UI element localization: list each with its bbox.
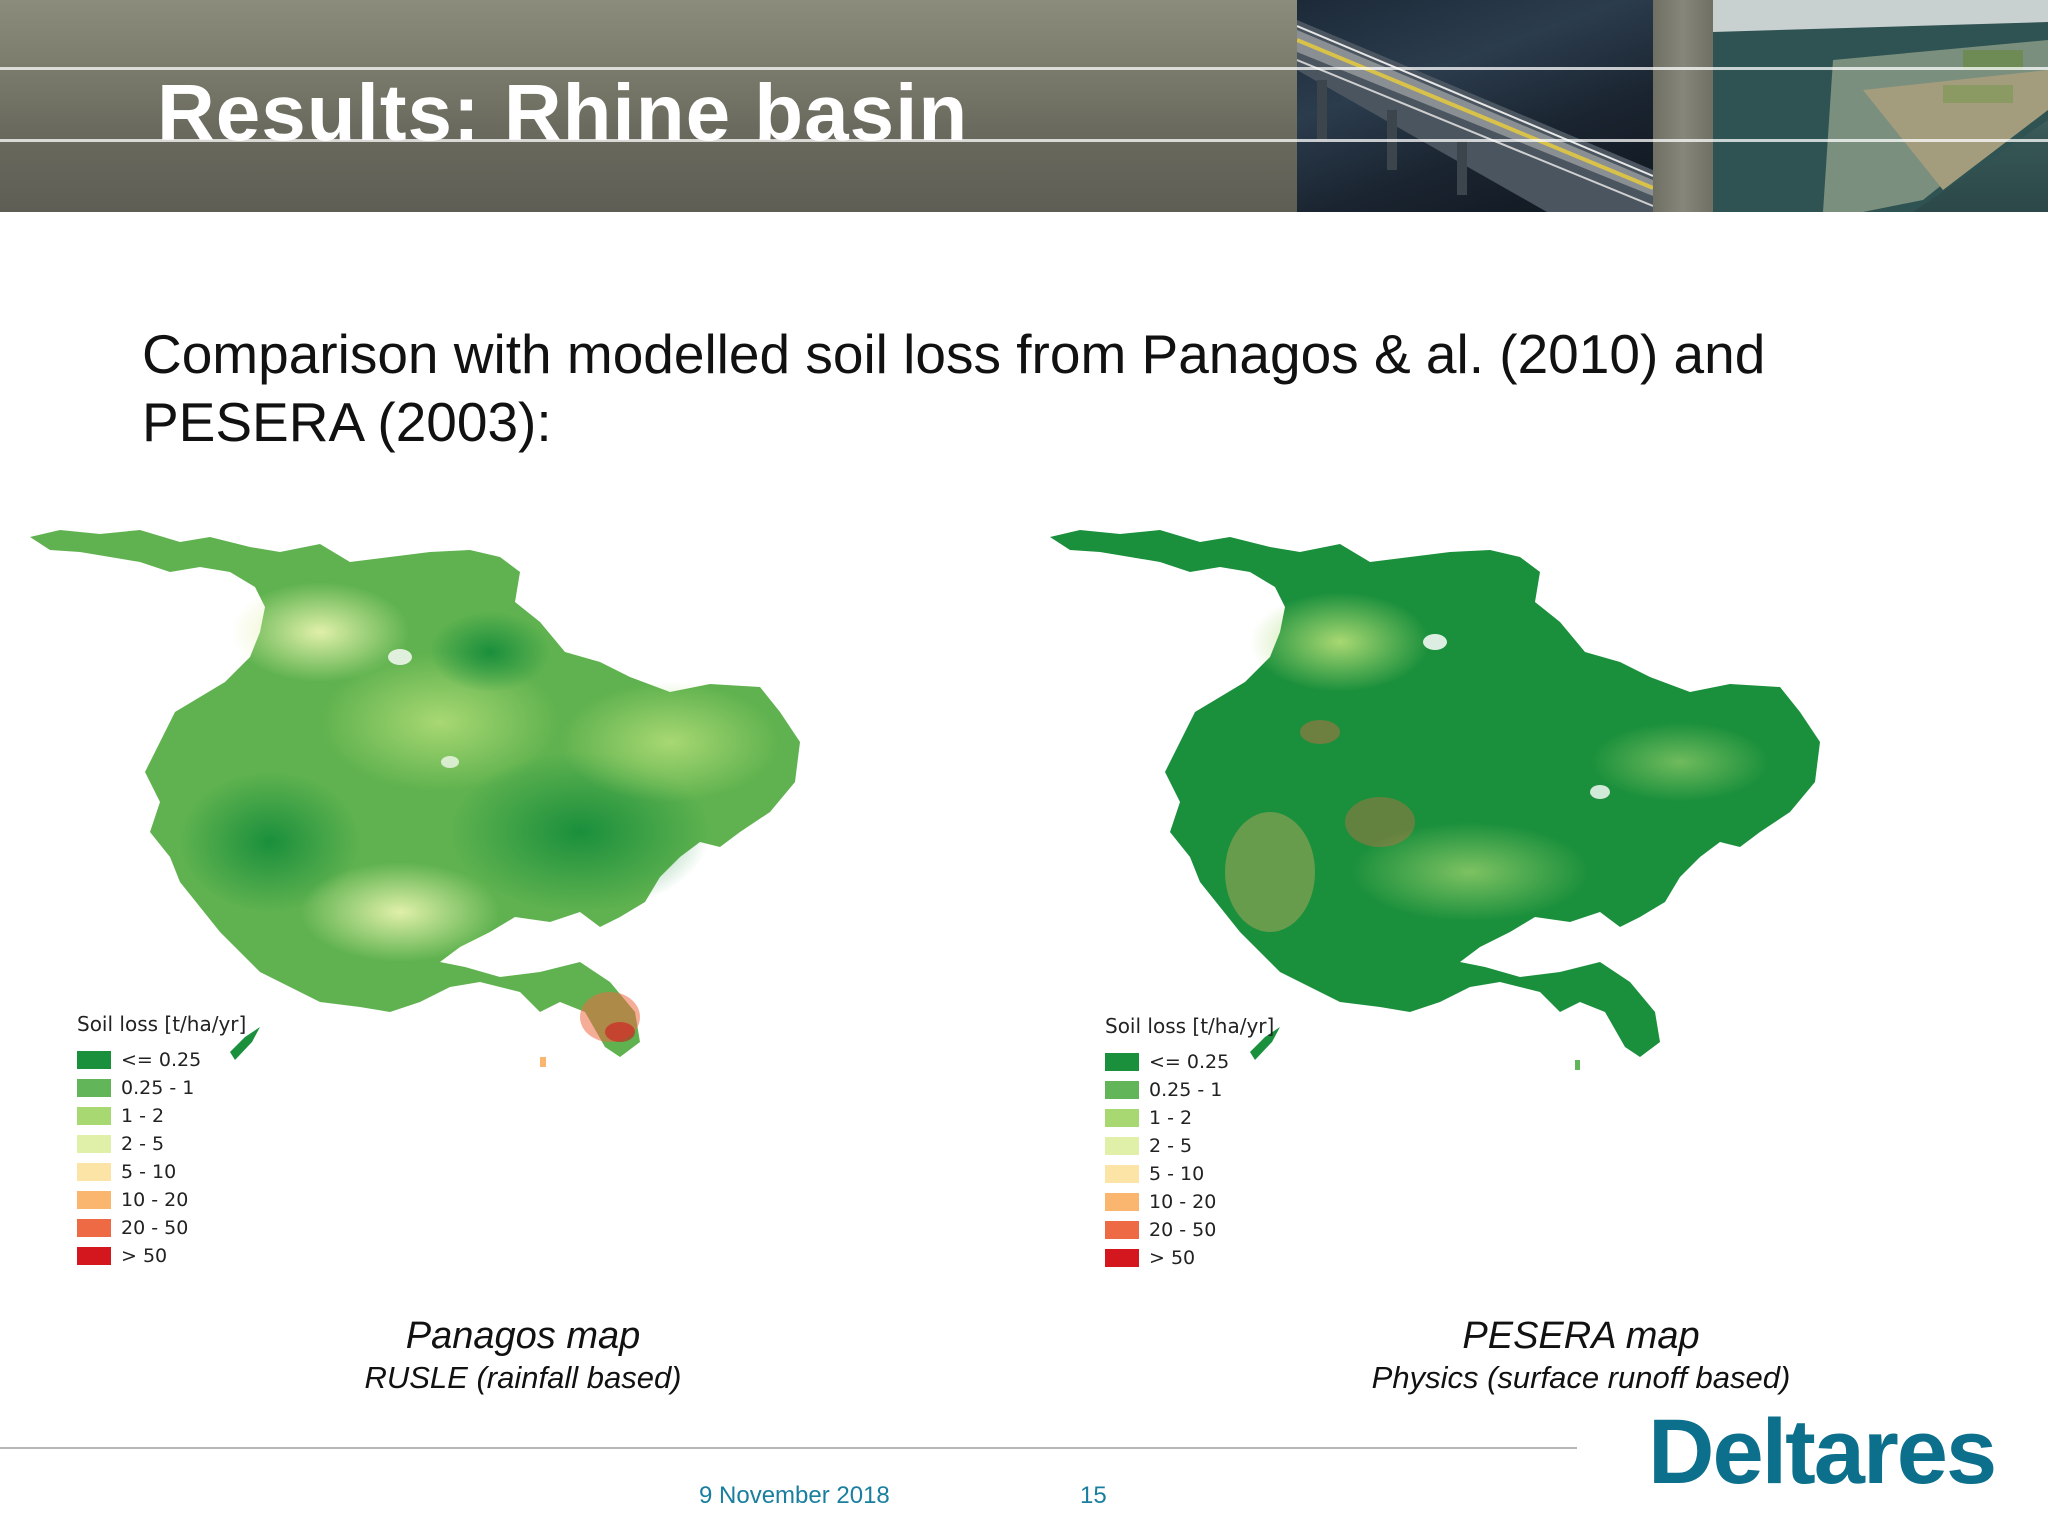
legend-swatch xyxy=(1105,1249,1139,1267)
header-background xyxy=(0,0,1297,212)
legend-item: 0.25 - 1 xyxy=(77,1074,246,1102)
legend-swatch xyxy=(1105,1109,1139,1127)
legend-label: 1 - 2 xyxy=(1149,1107,1193,1129)
pesera-map xyxy=(1050,530,1820,1070)
legend-swatch xyxy=(1105,1137,1139,1155)
legend-swatch xyxy=(77,1079,111,1097)
pesera-map-panel xyxy=(1040,512,2040,1312)
panagos-map xyxy=(30,530,800,1067)
pesera-caption-title: PESERA map xyxy=(1462,1315,1700,1357)
legend-label: 2 - 5 xyxy=(1149,1135,1193,1157)
header-divider xyxy=(1653,0,1713,212)
legend-swatch xyxy=(77,1163,111,1181)
legend-title: Soil loss [t/ha/yr] xyxy=(77,1012,247,1036)
legend-label: <= 0.25 xyxy=(121,1049,202,1071)
legend-label: > 50 xyxy=(121,1245,168,1267)
header-rule-top xyxy=(0,67,2048,70)
page-title: Results: Rhine basin xyxy=(157,68,969,157)
legend-label: 20 - 50 xyxy=(1149,1219,1217,1241)
legend-label: 5 - 10 xyxy=(121,1161,177,1183)
legend-label: 5 - 10 xyxy=(1149,1163,1205,1185)
legend-item: 20 - 50 xyxy=(1105,1216,1274,1244)
legend-item: > 50 xyxy=(77,1242,246,1270)
legend-label: > 50 xyxy=(1149,1247,1196,1269)
legend-item: <= 0.25 xyxy=(77,1046,246,1074)
subtitle-line-2: PESERA (2003): xyxy=(142,391,552,453)
subtitle: Comparison with modelled soil loss from … xyxy=(142,320,1942,456)
legend-label: 10 - 20 xyxy=(121,1189,189,1211)
panagos-map-panel xyxy=(20,512,1020,1312)
footer-date: 9 November 2018 xyxy=(699,1482,890,1509)
legend-item: 0.25 - 1 xyxy=(1105,1076,1274,1104)
legend-label: <= 0.25 xyxy=(1149,1051,1230,1073)
legend-label: 20 - 50 xyxy=(121,1217,189,1239)
legend-item: 20 - 50 xyxy=(77,1214,246,1242)
panagos-caption: Panagos map RUSLE (rainfall based) xyxy=(173,1314,873,1398)
pesera-caption: PESERA map Physics (surface runoff based… xyxy=(1231,1314,1931,1398)
legend-item: 5 - 10 xyxy=(77,1158,246,1186)
legend-label: 0.25 - 1 xyxy=(1149,1079,1223,1101)
subtitle-line-1: Comparison with modelled soil loss from … xyxy=(142,323,1766,385)
legend-swatch xyxy=(77,1247,111,1265)
legend-item: 1 - 2 xyxy=(1105,1104,1274,1132)
header-banner xyxy=(0,0,2048,212)
legend-item: <= 0.25 xyxy=(1105,1048,1274,1076)
legend-item: 2 - 5 xyxy=(1105,1132,1274,1160)
legend-label: 1 - 2 xyxy=(121,1105,165,1127)
legend-swatch xyxy=(1105,1193,1139,1211)
legend-swatch xyxy=(1105,1221,1139,1239)
legend-swatch xyxy=(77,1219,111,1237)
legend-label: 10 - 20 xyxy=(1149,1191,1217,1213)
legend-swatch xyxy=(1105,1165,1139,1183)
deltares-logo: Deltares xyxy=(1648,1401,1997,1503)
aerial-photo xyxy=(1713,0,2048,212)
header-rule-bottom xyxy=(0,139,2048,142)
legend-item: 10 - 20 xyxy=(77,1186,246,1214)
legend-item: 2 - 5 xyxy=(77,1130,246,1158)
legend-title: Soil loss [t/ha/yr] xyxy=(1105,1014,1275,1038)
pesera-legend: Soil loss [t/ha/yr] <= 0.25 0.25 - 1 1 -… xyxy=(1105,1014,1274,1272)
legend-swatch xyxy=(1105,1081,1139,1099)
legend-item: 5 - 10 xyxy=(1105,1160,1274,1188)
legend-swatch xyxy=(77,1135,111,1153)
panagos-caption-method: RUSLE (rainfall based) xyxy=(364,1360,682,1395)
legend-item: 10 - 20 xyxy=(1105,1188,1274,1216)
panagos-legend: Soil loss [t/ha/yr] <= 0.25 0.25 - 1 1 -… xyxy=(77,1012,246,1270)
bridge-photo xyxy=(1297,0,1653,212)
pesera-caption-method: Physics (surface runoff based) xyxy=(1371,1360,1791,1395)
legend-swatch xyxy=(77,1107,111,1125)
legend-swatch xyxy=(77,1051,111,1069)
footer-divider xyxy=(0,1447,1577,1449)
panagos-caption-title: Panagos map xyxy=(405,1315,641,1357)
legend-label: 0.25 - 1 xyxy=(121,1077,195,1099)
legend-item: > 50 xyxy=(1105,1244,1274,1272)
legend-swatch xyxy=(77,1191,111,1209)
page-number: 15 xyxy=(1080,1482,1107,1509)
legend-label: 2 - 5 xyxy=(121,1133,165,1155)
legend-swatch xyxy=(1105,1053,1139,1071)
legend-item: 1 - 2 xyxy=(77,1102,246,1130)
